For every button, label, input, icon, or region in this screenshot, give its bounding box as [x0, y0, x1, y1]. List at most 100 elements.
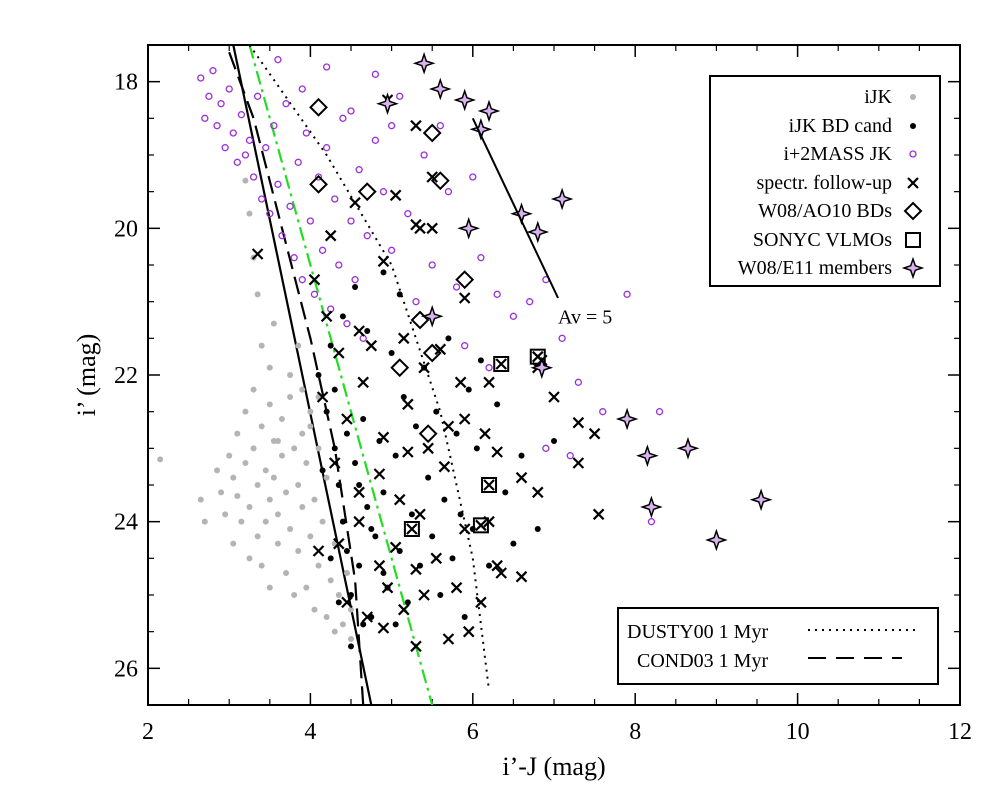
point-diamond: [422, 123, 442, 143]
legend-marker-cross: [907, 177, 919, 189]
y-axis-label: i’ (mag): [72, 334, 101, 417]
point-dot-gray: [157, 456, 164, 463]
point-circle-purple: [558, 334, 566, 342]
point-dot-black: [327, 555, 334, 562]
point-dot-gray: [335, 592, 342, 598]
legend-marker-square: [905, 232, 921, 248]
point-circle-purple: [197, 74, 205, 82]
point-star: [412, 51, 436, 75]
x-tick-label: 10: [786, 719, 810, 745]
point-cross: [349, 196, 361, 209]
legend-label-spectr: spectr. follow-up: [756, 172, 892, 194]
point-circle-purple: [371, 70, 380, 78]
point-circle-purple: [201, 114, 209, 122]
point-dot-black: [453, 430, 460, 437]
point-dot-black: [356, 482, 363, 488]
point-dot-black: [518, 452, 525, 459]
legend-markers: [901, 94, 925, 280]
point-cross: [438, 460, 451, 473]
point-dot-gray: [283, 570, 290, 576]
point-cross-in-square: [475, 519, 487, 532]
point-circle-purple: [318, 246, 327, 254]
point-star: [640, 495, 663, 519]
point-dot-gray: [274, 438, 281, 444]
point-star: [453, 88, 477, 112]
point-dot-gray: [246, 504, 253, 510]
point-circle-purple: [347, 217, 355, 225]
point-cross: [454, 376, 467, 389]
point-cross: [548, 391, 560, 403]
point-circle-purple: [351, 276, 359, 284]
point-dot-black: [502, 489, 509, 496]
legend-label-cond: COND03 1 Myr: [637, 650, 768, 672]
point-diamond: [309, 174, 328, 194]
point-cross: [572, 457, 585, 469]
legend-marker-dot-black: [910, 123, 916, 129]
point-square: [481, 477, 498, 493]
point-circle-purple: [249, 173, 258, 181]
point-cross: [410, 640, 422, 653]
legend-main-box: [709, 75, 941, 287]
point-cross: [515, 570, 528, 583]
point-cross: [389, 189, 402, 202]
point-dot-gray: [274, 540, 281, 547]
point-dot-gray: [266, 584, 273, 591]
legend-label-ijk: iJK: [864, 86, 892, 108]
point-dot-gray: [258, 423, 265, 430]
point-cross: [458, 413, 471, 425]
point-star: [526, 220, 550, 244]
x-tick-label: 4: [304, 719, 316, 745]
y-tick-label: 24: [114, 510, 138, 536]
point-circle-purple: [355, 166, 363, 174]
point-circle-purple: [322, 63, 331, 71]
point-circle-purple: [221, 144, 229, 152]
legend-main: iJK iJK BD cand i+2MASS JK spectr. follo…: [709, 75, 941, 287]
point-dot-gray: [315, 562, 322, 569]
y-tick-label: 20: [114, 216, 138, 242]
point-dot-gray: [327, 577, 334, 584]
point-circle-purple: [396, 92, 404, 100]
point-dot-black: [396, 291, 403, 298]
point-cross: [398, 603, 410, 616]
point-circle-purple: [412, 298, 420, 306]
point-cross: [491, 446, 503, 458]
y-tick-label: 18: [114, 70, 138, 96]
legend-lines: DUSTY00 1 Myr COND03 1 Myr: [617, 607, 939, 685]
point-dot-gray: [270, 320, 277, 327]
point-diamond: [455, 270, 475, 290]
point-cross: [389, 541, 402, 554]
point-dot-gray: [242, 177, 249, 184]
point-cross: [458, 292, 471, 304]
point-circle-purple: [331, 195, 339, 203]
point-star: [615, 407, 639, 431]
x-tick-label: 2: [142, 719, 154, 745]
point-dot-black: [331, 445, 338, 452]
point-cross: [475, 596, 487, 609]
point-dot-gray: [226, 452, 233, 459]
legend-marker-dot-gray: [910, 94, 916, 100]
point-cross: [251, 248, 264, 260]
point-cross: [393, 493, 406, 506]
point-dot-black: [323, 408, 330, 415]
point-dot-black: [429, 533, 436, 540]
point-circle-purple: [286, 202, 294, 210]
point-dot-gray: [254, 482, 261, 488]
point-dot-gray: [214, 467, 221, 474]
line-cond03-1-myr: [228, 51, 365, 705]
point-dot-gray: [238, 518, 245, 525]
point-dot-black: [343, 548, 350, 554]
point-cross-in-square: [483, 479, 495, 491]
point-dot-gray: [307, 533, 314, 540]
point-circle-purple: [574, 378, 583, 386]
point-dot-black: [356, 562, 363, 569]
y-tick-label: 22: [114, 363, 138, 389]
point-dot-gray: [234, 430, 241, 437]
point-dot-gray: [295, 482, 302, 488]
point-diamond: [309, 97, 328, 117]
point-circle-purple: [209, 67, 217, 75]
point-cross: [491, 559, 503, 572]
point-star: [749, 488, 773, 512]
point-dot-black: [433, 408, 440, 415]
point-cross: [402, 446, 414, 458]
